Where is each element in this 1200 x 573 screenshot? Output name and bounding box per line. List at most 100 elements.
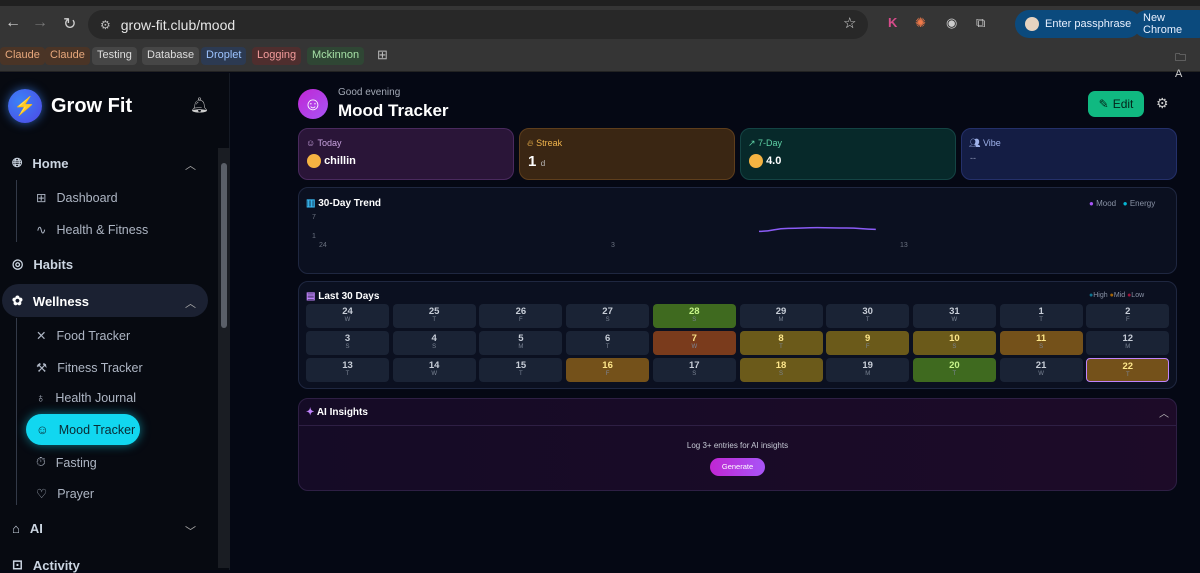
bookmark[interactable]: Claude (0, 47, 45, 65)
brand-name: Grow Fit (51, 95, 133, 117)
heart-icon: ♡ (36, 487, 48, 501)
day-weekday: F (865, 344, 870, 350)
utensils-icon: ✕ (36, 329, 47, 343)
stethoscope-icon: ♁ (36, 391, 46, 405)
calendar-day[interactable]: 18 S (739, 358, 823, 382)
day-number: 12 (1122, 333, 1134, 344)
all-bookmarks-folder[interactable]: 🗀 A (1170, 47, 1200, 80)
chevron-up-icon[interactable]: ︿ (185, 160, 196, 172)
calendar-day[interactable]: 24 W (306, 304, 389, 328)
day-weekday: S (778, 371, 783, 377)
profile-avatar-icon (1025, 17, 1039, 31)
address-bar[interactable]: ⚙ grow-fit.club/mood (88, 10, 868, 39)
calendar-day[interactable]: 20 T (912, 358, 996, 382)
calendar-day[interactable]: 15 T (479, 358, 563, 382)
extension-claude-icon[interactable]: ✺ (915, 15, 926, 30)
calendar-day[interactable]: 25 T (392, 304, 476, 328)
day-number: 5 (518, 333, 524, 344)
edit-button[interactable]: ✎ Edit (1088, 91, 1144, 117)
day-number: 13 (342, 360, 353, 371)
day-weekday: M (865, 371, 871, 377)
day-weekday: F (519, 317, 523, 323)
sidebar-item-fasting[interactable]: ⏱︎ Fasting (36, 455, 97, 470)
collapse-chevron-icon[interactable]: ︿ (1159, 409, 1169, 420)
bookmark[interactable]: Mckinnon (307, 47, 365, 65)
today-value: chillin (307, 154, 356, 168)
sidebar-section-home[interactable]: 🌐︎ Home (12, 155, 69, 171)
calendar-day[interactable]: 31 W (912, 304, 996, 328)
day-weekday: W (951, 317, 958, 323)
bookmark[interactable]: Testing (92, 47, 137, 65)
site-settings-icon[interactable]: ⚙ (100, 17, 111, 32)
bookmark[interactable]: Database (142, 47, 200, 65)
extensions-puzzle-icon[interactable]: ⧉ (976, 15, 986, 30)
bell-icon[interactable]: 🔔︎ (190, 97, 210, 114)
chevron-down-icon[interactable]: ﹀ (185, 526, 196, 538)
extension-circle-icon[interactable]: ◉ (946, 15, 958, 30)
calendar-day[interactable]: 28 S (652, 304, 736, 328)
sidebar-item-fitness-tracker[interactable]: ⚒ Fitness Tracker (36, 360, 143, 376)
day-weekday: M (518, 344, 524, 350)
calendar-day[interactable]: 19 M (826, 358, 910, 382)
generate-button[interactable]: Generate (710, 458, 765, 476)
sidebar-item-health-fitness[interactable]: ∿ Health & Fitness (36, 222, 148, 238)
day-number: 10 (949, 333, 960, 344)
calendar-day[interactable]: 21 W (999, 358, 1083, 382)
day-weekday: T (519, 371, 523, 377)
label: Dashboard (56, 190, 118, 205)
calendar-day[interactable]: 27 S (566, 304, 650, 328)
calendar-day[interactable]: 16 F (566, 358, 650, 382)
day-weekday: T (1125, 372, 1130, 378)
day-weekday: T (345, 371, 350, 377)
forward-icon[interactable]: → (32, 14, 48, 31)
calendar-day[interactable]: 30 T (826, 304, 910, 328)
sidebar-item-dashboard[interactable]: ⊞ Dashboard (36, 190, 118, 206)
calendar-day[interactable]: 22 T (1086, 358, 1170, 382)
calendar-day[interactable]: 26 F (479, 304, 563, 328)
sidebar-item-mood-tracker[interactable]: ☺ Mood Tracker (36, 423, 135, 437)
day-weekday: S (952, 344, 957, 350)
apps-grid-icon[interactable]: ⊞ (377, 47, 388, 62)
bookmark-star-icon[interactable]: ☆ (843, 15, 857, 32)
sidebar-section-activity[interactable]: ⊡ Activity (12, 557, 80, 573)
reload-icon[interactable]: ↻ (63, 16, 77, 33)
calendar-day[interactable]: 17 S (652, 358, 736, 382)
url-text: grow-fit.club/mood (120, 16, 236, 33)
sidebar-section-wellness[interactable]: ✿ Wellness (12, 293, 89, 309)
bookmark[interactable]: Claude (45, 47, 90, 65)
settings-gear-icon[interactable]: ⚙ (1156, 95, 1169, 111)
bookmark[interactable]: Logging (252, 47, 302, 65)
sidebar-section-habits[interactable]: ◎ Habits (12, 256, 73, 272)
passphrase-button[interactable]: Enter passphrase (1015, 10, 1142, 38)
sidebar-item-health-journal[interactable]: ♁ Health Journal (36, 391, 136, 405)
day-number: 20 (949, 360, 960, 371)
calendar-day[interactable]: 10 S (912, 331, 996, 355)
calendar-day[interactable]: 29 M (739, 304, 823, 328)
day-number: 19 (862, 360, 873, 371)
calendar-day[interactable]: 14 W (392, 358, 476, 382)
calendar-day[interactable]: 12 M (1086, 331, 1170, 355)
calendar-day[interactable]: 13 T (306, 358, 389, 382)
new-chrome-button[interactable]: New Chrome (1133, 10, 1200, 38)
bookmark[interactable]: Droplet (201, 47, 247, 65)
sidebar-item-food-tracker[interactable]: ✕ Food Tracker (36, 328, 130, 344)
calendar-day[interactable]: 11 S (999, 331, 1083, 355)
scrollbar-thumb[interactable] (221, 163, 227, 328)
vibe-value: -- (970, 153, 976, 163)
back-icon[interactable]: ← (5, 14, 21, 31)
calendar-card: ▤ Last 30 Days ●High ●Mid ●Low 24 W 25 T 26 F… (298, 281, 1177, 389)
sidebar-item-prayer[interactable]: ♡ Prayer (36, 486, 94, 502)
extension-k-icon[interactable]: K (888, 15, 898, 30)
label: Home (32, 155, 69, 171)
chevron-up-icon[interactable]: ︿ (185, 298, 196, 310)
sidebar-section-ai[interactable]: ⌂ AI (12, 521, 43, 536)
